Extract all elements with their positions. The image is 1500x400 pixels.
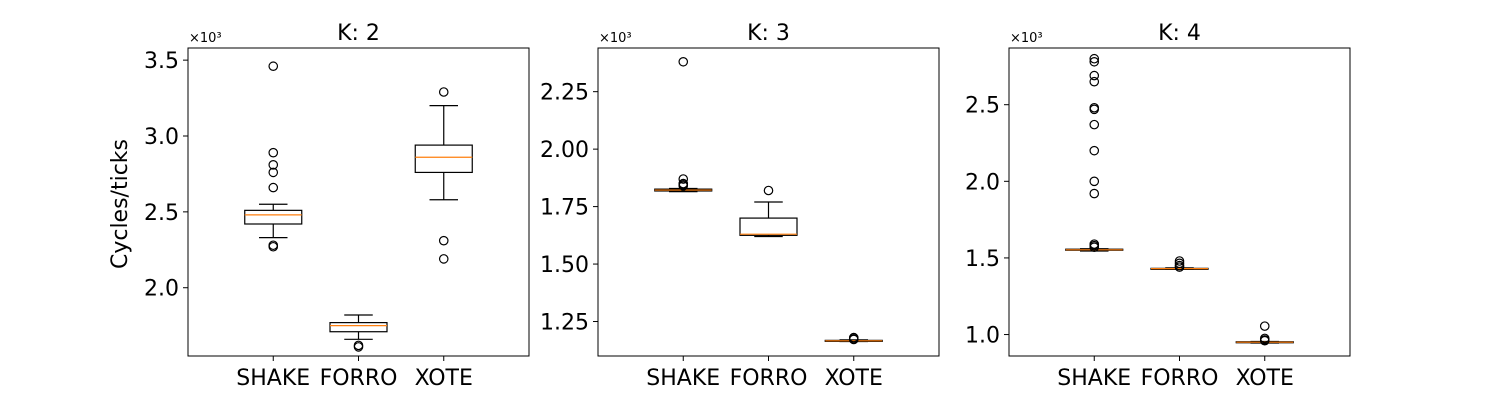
outlier-point <box>1089 76 1100 87</box>
y-tick-label: 2.00 <box>540 138 589 163</box>
x-tick-label: FORRO <box>730 366 808 391</box>
box-iqr <box>414 144 473 174</box>
outlier-point <box>1259 335 1270 346</box>
x-tick-label: SHAKE <box>646 366 720 391</box>
chart-title: K: 3 <box>747 21 790 46</box>
chart-title: K: 4 <box>1158 21 1201 46</box>
box-xote <box>1235 321 1294 346</box>
axis-scale-label: ×10³ <box>599 31 632 46</box>
outlier-point <box>1089 176 1100 187</box>
x-tick-label: FORRO <box>320 366 398 391</box>
outlier-point <box>1089 53 1100 64</box>
y-tick-label: 2.25 <box>540 81 589 106</box>
outlier-point <box>438 235 449 246</box>
outlier-point <box>1174 262 1185 272</box>
outlier-point <box>1089 242 1100 253</box>
y-tick-label: 3.5 <box>144 49 179 74</box>
outlier-point <box>763 185 774 196</box>
chart-panel-2: K: 3 ×10³ 1.25 1.50 1.75 2.00 2.25 SHAKE FORRO XO… <box>540 21 940 391</box>
outlier-point <box>678 56 689 67</box>
box-forro <box>1150 256 1209 272</box>
x-tick-label: XOTE <box>825 366 883 391</box>
outlier-point <box>1259 321 1270 331</box>
y-axis-label: Cycles/ticks <box>108 139 133 269</box>
outlier-point <box>268 147 279 158</box>
y-tick-label: 1.25 <box>540 311 589 336</box>
box-xote <box>414 87 473 264</box>
outlier-point <box>848 334 859 345</box>
outlier-point <box>268 167 279 178</box>
outlier-point <box>438 87 449 97</box>
box-shake <box>1065 53 1124 253</box>
x-tick-label: FORRO <box>1141 366 1219 391</box>
outlier-point <box>1089 119 1100 130</box>
box-xote <box>824 332 883 345</box>
outlier-point <box>268 241 279 252</box>
chart-panel-3: K: 4 ×10³ 1.0 1.5 2.0 2.5 SHAKE FORRO XOTE <box>965 21 1351 391</box>
box-forro <box>329 314 388 352</box>
y-tick-label: 1.50 <box>540 253 589 278</box>
outlier-point <box>268 160 279 170</box>
outlier-point <box>268 182 279 193</box>
y-tick-label: 1.0 <box>965 324 1000 349</box>
y-tick-label: 1.75 <box>540 196 589 221</box>
outlier-point <box>1089 56 1100 67</box>
chart-title: K: 2 <box>337 21 380 46</box>
outlier-point <box>1089 145 1100 156</box>
y-tick-label: 1.5 <box>965 247 1000 272</box>
y-tick-label: 2.0 <box>144 277 179 302</box>
box-iqr <box>329 322 388 333</box>
outlier-point <box>1089 70 1100 81</box>
outlier-point <box>1089 104 1100 115</box>
y-tick-label: 2.5 <box>144 201 179 226</box>
box-iqr <box>244 209 303 225</box>
outlier-point <box>438 254 449 264</box>
outlier-point <box>353 342 364 352</box>
y-tick-label: 2.5 <box>965 94 1000 119</box>
chart-panels: K: 2 ×10³ 2.0 2.5 3.0 3.5 SHAKE FORRO XOTE K: 3 ×1… <box>144 21 1351 391</box>
box-shake <box>244 61 303 252</box>
y-tick-label: 2.0 <box>965 170 1000 195</box>
box-shake <box>654 56 713 193</box>
chart-panel-1: K: 2 ×10³ 2.0 2.5 3.0 3.5 SHAKE FORRO XOTE <box>144 21 530 391</box>
x-tick-label: SHAKE <box>1057 366 1131 391</box>
outlier-point <box>268 61 279 72</box>
box-iqr <box>739 217 798 236</box>
x-tick-label: SHAKE <box>236 366 310 391</box>
x-tick-label: XOTE <box>415 366 473 391</box>
box-forro <box>739 185 798 238</box>
outlier-point <box>678 174 689 184</box>
outlier-point <box>1089 188 1100 199</box>
x-tick-label: XOTE <box>1236 366 1294 391</box>
axis-scale-label: ×10³ <box>189 31 222 46</box>
y-tick-label: 3.0 <box>144 125 179 150</box>
axis-scale-label: ×10³ <box>1010 31 1043 46</box>
outlier-point <box>678 181 689 191</box>
